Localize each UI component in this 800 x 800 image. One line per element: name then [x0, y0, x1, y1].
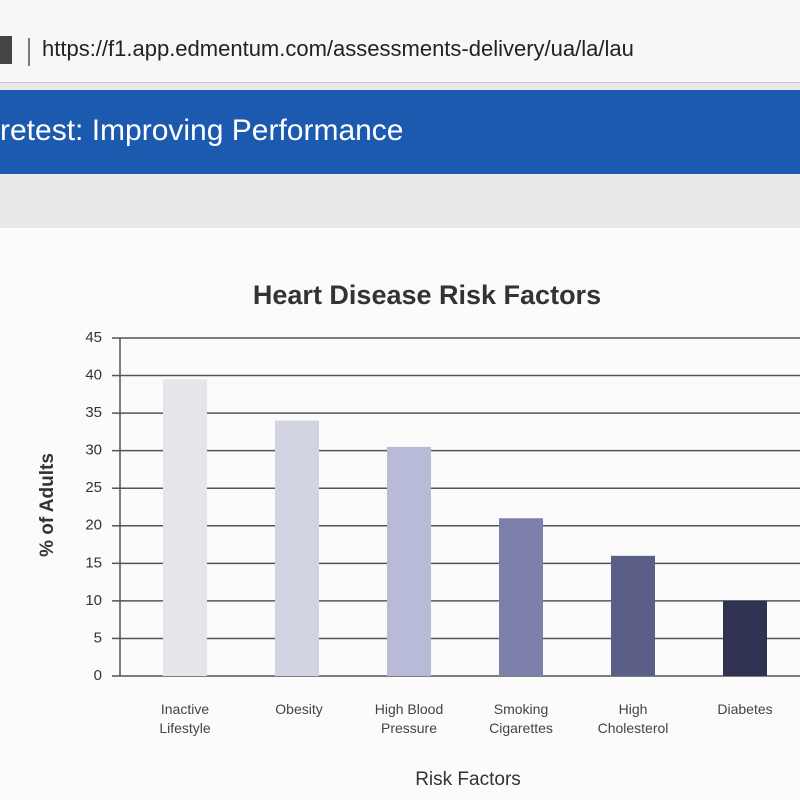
- bar: [163, 379, 207, 676]
- x-tick-label: Diabetes: [717, 701, 773, 717]
- y-tick-label: 35: [85, 404, 102, 421]
- y-tick-label: 5: [94, 629, 102, 646]
- chart-title: Heart Disease Risk Factors: [253, 280, 601, 310]
- x-tick-label: Smoking Cigarettes: [489, 701, 553, 736]
- bar: [387, 446, 431, 676]
- x-tick-label: Inactive Lifestyle: [159, 701, 211, 736]
- header-bar: retest: Improving Performance: [0, 90, 800, 174]
- header-title: retest: Improving Performance: [0, 114, 404, 147]
- bar: [611, 555, 655, 676]
- y-tick-label: 40: [85, 367, 102, 384]
- y-tick-label: 30: [85, 442, 102, 459]
- bar: [499, 518, 543, 676]
- url[interactable]: https://f1.app.edmentum.com/assessments-…: [42, 36, 634, 61]
- y-tick-label: 45: [85, 329, 102, 346]
- address-bar: https://f1.app.edmentum.com/assessments-…: [0, 0, 800, 83]
- x-tick-label: High Cholesterol: [597, 701, 669, 736]
- page-icon: [0, 36, 12, 64]
- bar: [723, 600, 767, 676]
- y-axis-label: % of Adults: [37, 453, 58, 557]
- separator: [28, 38, 30, 66]
- x-tick-label: Obesity: [275, 701, 323, 717]
- y-tick-label: 25: [85, 479, 102, 496]
- x-axis-label: Risk Factors: [415, 769, 521, 790]
- y-tick-label: 20: [85, 517, 102, 534]
- x-tick-label: High Blood Pressure: [374, 701, 444, 736]
- y-tick-label: 10: [85, 592, 102, 609]
- bar: [275, 420, 319, 676]
- y-tick-label: 15: [85, 554, 102, 571]
- y-tick-label: 0: [94, 667, 102, 684]
